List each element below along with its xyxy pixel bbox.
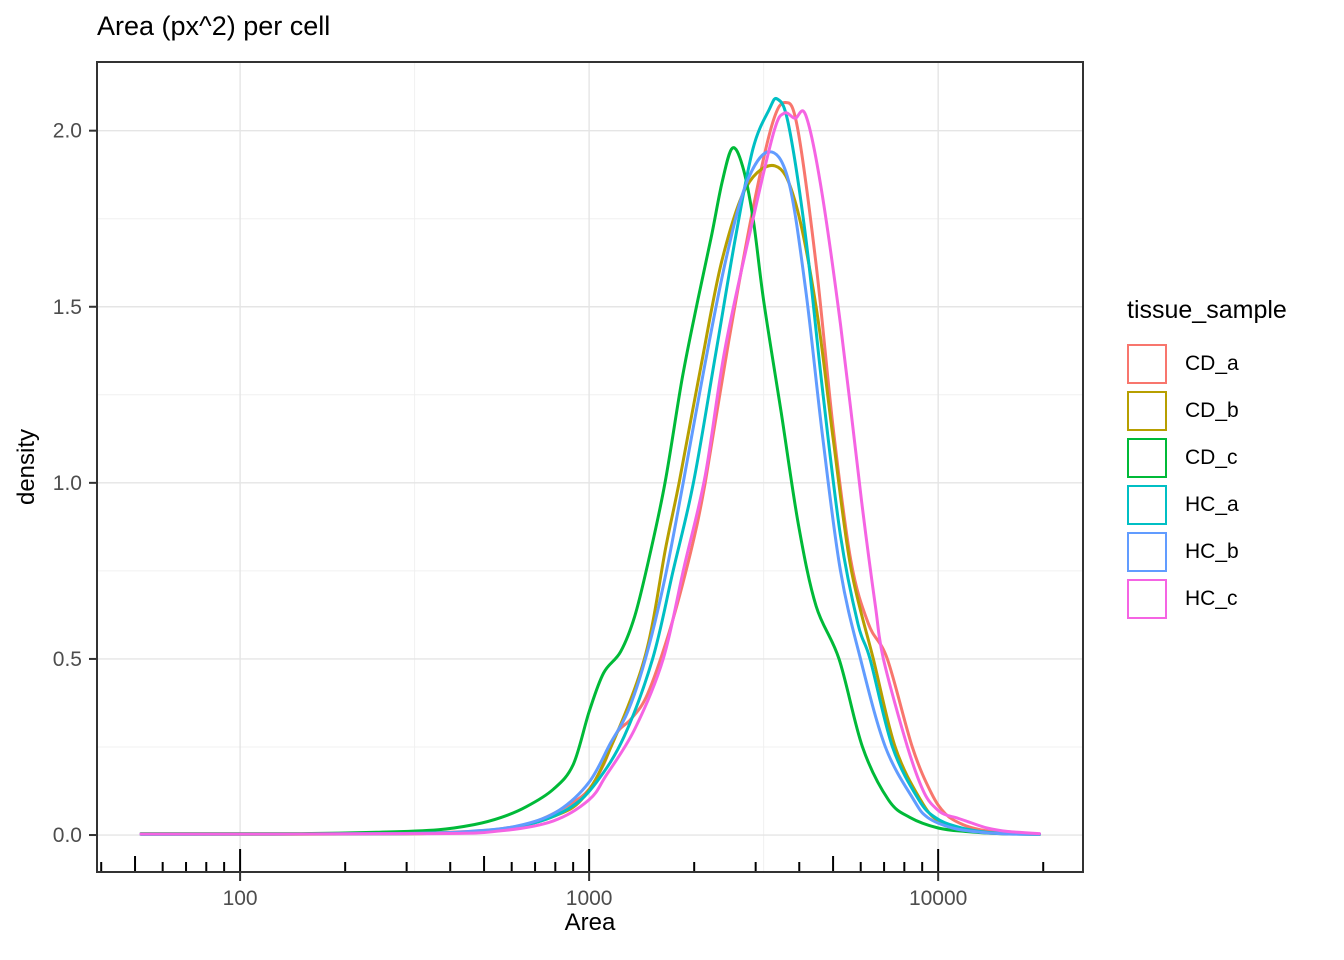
legend-label-CD_c: CD_c: [1185, 445, 1238, 469]
legend-key-HC_a: [1127, 484, 1167, 525]
legend-item-CD_b: CD_b: [1127, 389, 1287, 432]
x-tick-label: 10000: [909, 887, 967, 910]
legend-key-CD_b: [1127, 390, 1167, 431]
legend-item-HC_c: HC_c: [1127, 577, 1287, 620]
panel-border: [96, 61, 1084, 873]
y-tick-label: 0.5: [53, 648, 82, 671]
x-tick-label: 100: [223, 887, 258, 910]
x-tick-labels: 100 1000 10000: [223, 887, 968, 910]
x-axis-ticks: [239, 872, 940, 881]
legend-label-CD_a: CD_a: [1185, 351, 1239, 375]
log-ticks: [100, 849, 1045, 872]
legend-key-HC_b: [1127, 531, 1167, 572]
grid-major: [97, 62, 1083, 872]
x-axis-title: Area: [564, 909, 616, 936]
legend-key-CD_a: [1127, 343, 1167, 384]
legend-item-HC_b: HC_b: [1127, 530, 1287, 573]
y-tick-label: 0.0: [53, 824, 82, 847]
legend-items: CD_a CD_b CD_c HC_a HC_b HC_c: [1127, 342, 1287, 620]
plot-title: Area (px^2) per cell: [97, 11, 331, 41]
legend-item-CD_c: CD_c: [1127, 436, 1287, 479]
y-tick-label: 1.5: [53, 296, 82, 319]
legend-item-HC_a: HC_a: [1127, 483, 1287, 526]
density-curves: [139, 96, 1041, 836]
density-curve-CD_c: [139, 146, 1041, 836]
legend-item-CD_a: CD_a: [1127, 342, 1287, 385]
legend-label-CD_b: CD_b: [1185, 398, 1239, 422]
x-tick-label: 1000: [566, 887, 613, 910]
y-axis-ticks: [89, 129, 97, 837]
legend-key-CD_c: [1127, 437, 1167, 478]
y-tick-label: 1.0: [53, 472, 82, 495]
legend-label-HC_b: HC_b: [1185, 539, 1239, 563]
density-curve-HC_b: [139, 150, 1041, 836]
density-curve-HC_a: [139, 96, 1041, 836]
density-curve-HC_c: [139, 109, 1041, 836]
legend-label-HC_a: HC_a: [1185, 492, 1239, 516]
y-tick-labels: 0.0 0.5 1.0 1.5 2.0: [53, 120, 82, 847]
legend: tissue_sample CD_a CD_b CD_c HC_a HC_b HC_c: [1127, 296, 1287, 624]
grid-minor: [97, 62, 1083, 872]
legend-key-HC_c: [1127, 578, 1167, 619]
legend-label-HC_c: HC_c: [1185, 586, 1238, 610]
y-tick-label: 2.0: [53, 120, 82, 143]
panel-background: [97, 62, 1083, 872]
legend-title: tissue_sample: [1127, 296, 1287, 324]
